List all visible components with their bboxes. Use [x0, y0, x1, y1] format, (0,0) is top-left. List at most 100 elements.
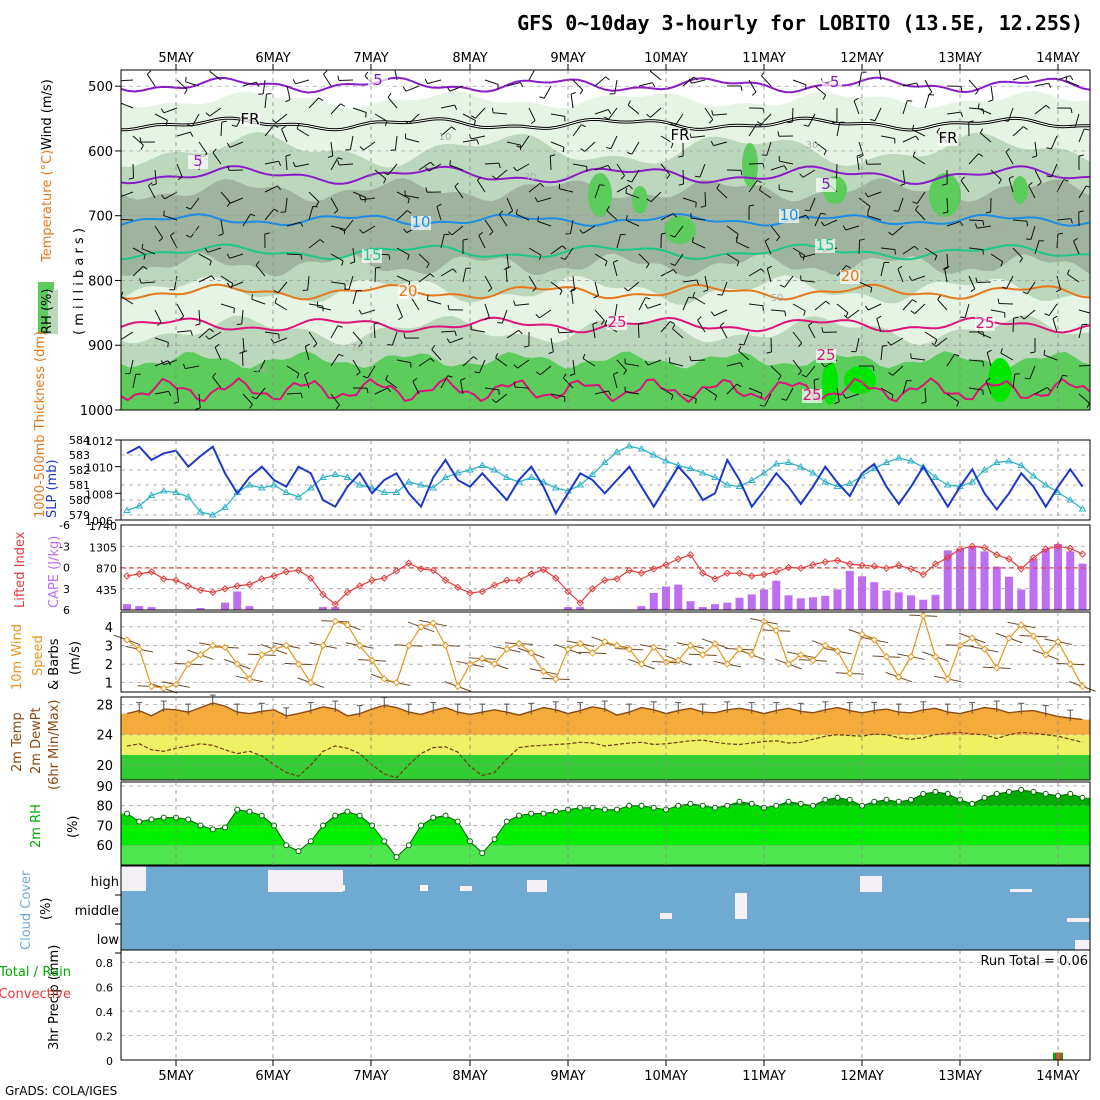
rh-moist-blob	[844, 366, 876, 394]
wind10-marker	[1066, 660, 1074, 668]
wind-barb-shaft	[960, 180, 970, 193]
wind-barb-shaft	[977, 332, 992, 339]
thickness-marker	[1017, 461, 1026, 468]
wind-barb-shaft	[704, 191, 707, 207]
wind-barb-flag	[740, 170, 743, 176]
wind-barb-shaft	[876, 318, 882, 333]
rh2m-marker	[418, 822, 424, 829]
wind-barb-flag	[537, 216, 539, 222]
wind-barb-shaft	[924, 387, 927, 403]
wind-barb-flag	[756, 121, 762, 125]
wind-barb-shaft	[440, 234, 445, 249]
rh2m-marker	[307, 838, 314, 845]
wind-barb-shaft	[625, 391, 640, 395]
wind-barb-shaft	[748, 387, 763, 394]
wind-barb-shaft	[440, 330, 456, 333]
wind-barb-flag	[1070, 108, 1073, 114]
wind-barb-shaft	[220, 275, 234, 284]
wind-barb-shaft	[880, 346, 883, 361]
wind-barb-shaft	[697, 319, 706, 333]
wind-barb-flag	[1026, 221, 1029, 227]
wind-barb-shaft	[985, 380, 992, 395]
wind-barb-shaft	[669, 362, 684, 367]
thickness-marker	[343, 473, 352, 480]
wind-barb-shaft	[912, 156, 926, 165]
wind-barb-shaft	[770, 165, 785, 171]
precip-tick-label: 0.4	[96, 1006, 114, 1019]
wind-barb-shaft	[845, 225, 860, 231]
cloud-tick-label: high	[91, 875, 119, 890]
wind10-marker	[441, 641, 450, 650]
wind-barb-shaft	[229, 141, 244, 148]
thickness-marker	[833, 482, 842, 489]
wind-barb-flag	[532, 287, 537, 292]
wind-barb-shaft	[374, 113, 388, 122]
thickness-marker	[894, 454, 903, 461]
wind-barb-flag	[195, 323, 201, 326]
wind-barb-flag	[362, 375, 368, 379]
wind10-marker	[895, 673, 903, 681]
rh2m-markers	[124, 786, 1086, 861]
wind-barb-flag	[740, 362, 744, 368]
wind-barb-flag	[781, 398, 787, 401]
wind-barb-shaft	[935, 337, 948, 347]
wind-barb-shaft	[471, 329, 486, 333]
wind-barb-flag	[1055, 289, 1061, 293]
wind10-marker	[392, 678, 401, 687]
wind-barb-shaft	[858, 281, 872, 289]
thickness-marker	[931, 473, 940, 480]
thickness-marker	[429, 484, 438, 491]
contour-label-bg	[815, 239, 835, 253]
wind-barb-flag	[974, 90, 979, 95]
wind-barb-flag	[756, 180, 762, 184]
wind-barb-flag	[580, 148, 585, 152]
wind-barb-flag	[693, 76, 698, 81]
upper-y-labels: RH (%) Temperature (°C) Wind (m/s) ( m i…	[38, 79, 87, 335]
wind-barb-flag	[1063, 179, 1069, 182]
wind-barb-shaft	[761, 113, 772, 125]
rh2m-marker	[969, 800, 976, 807]
rh2m-marker	[320, 822, 326, 829]
li-marker	[870, 562, 878, 570]
wind-barb-flag	[1013, 316, 1019, 319]
rh2m-marker	[883, 796, 890, 803]
wind-barb-flag	[231, 124, 237, 127]
wind-barb-flag	[557, 327, 560, 333]
wind-barb-flag	[161, 194, 166, 200]
wind-barb-shaft	[990, 253, 1003, 263]
rh2m-tick-label: 70	[96, 819, 113, 834]
wind-barb-shaft	[352, 359, 361, 373]
thickness-marker	[600, 458, 609, 465]
top-date-label: 7MAY	[353, 51, 388, 66]
wind-barb-flag	[313, 343, 318, 348]
wind-barb-shaft	[286, 392, 302, 395]
li-marker	[686, 551, 695, 559]
wind-barb-flag	[820, 221, 825, 227]
li-marker	[637, 569, 646, 577]
thickness-marker	[478, 461, 487, 468]
wind-barb-flag	[1023, 126, 1028, 130]
cape-bar	[919, 599, 928, 610]
wind-barb-flag	[538, 254, 542, 261]
rh2m-marker	[650, 804, 657, 811]
cloud-tick-label: middle	[75, 904, 119, 919]
wind-barb-shaft	[660, 387, 674, 396]
wind-barb-shaft	[968, 79, 979, 91]
wind-barb-flag	[820, 212, 826, 215]
wind-barb-flag	[613, 259, 619, 263]
wind-barb-shaft	[440, 104, 455, 109]
wind-barb-flag	[562, 373, 567, 379]
wind-barb-flag	[960, 86, 963, 92]
li-marker	[711, 575, 719, 583]
li-marker	[405, 559, 413, 567]
li-marker	[454, 583, 462, 592]
rh2m-marker	[393, 854, 400, 861]
wind-barb-flag	[626, 179, 632, 183]
wind10-marker	[478, 654, 486, 663]
wind-barb-shaft	[1034, 240, 1040, 255]
wind-barb-flag	[478, 231, 484, 236]
wind-barb-flag	[1043, 349, 1046, 356]
wind-barb-shaft	[154, 169, 157, 184]
contour-label: -5	[825, 73, 840, 91]
wind-barb-shaft	[638, 253, 650, 265]
